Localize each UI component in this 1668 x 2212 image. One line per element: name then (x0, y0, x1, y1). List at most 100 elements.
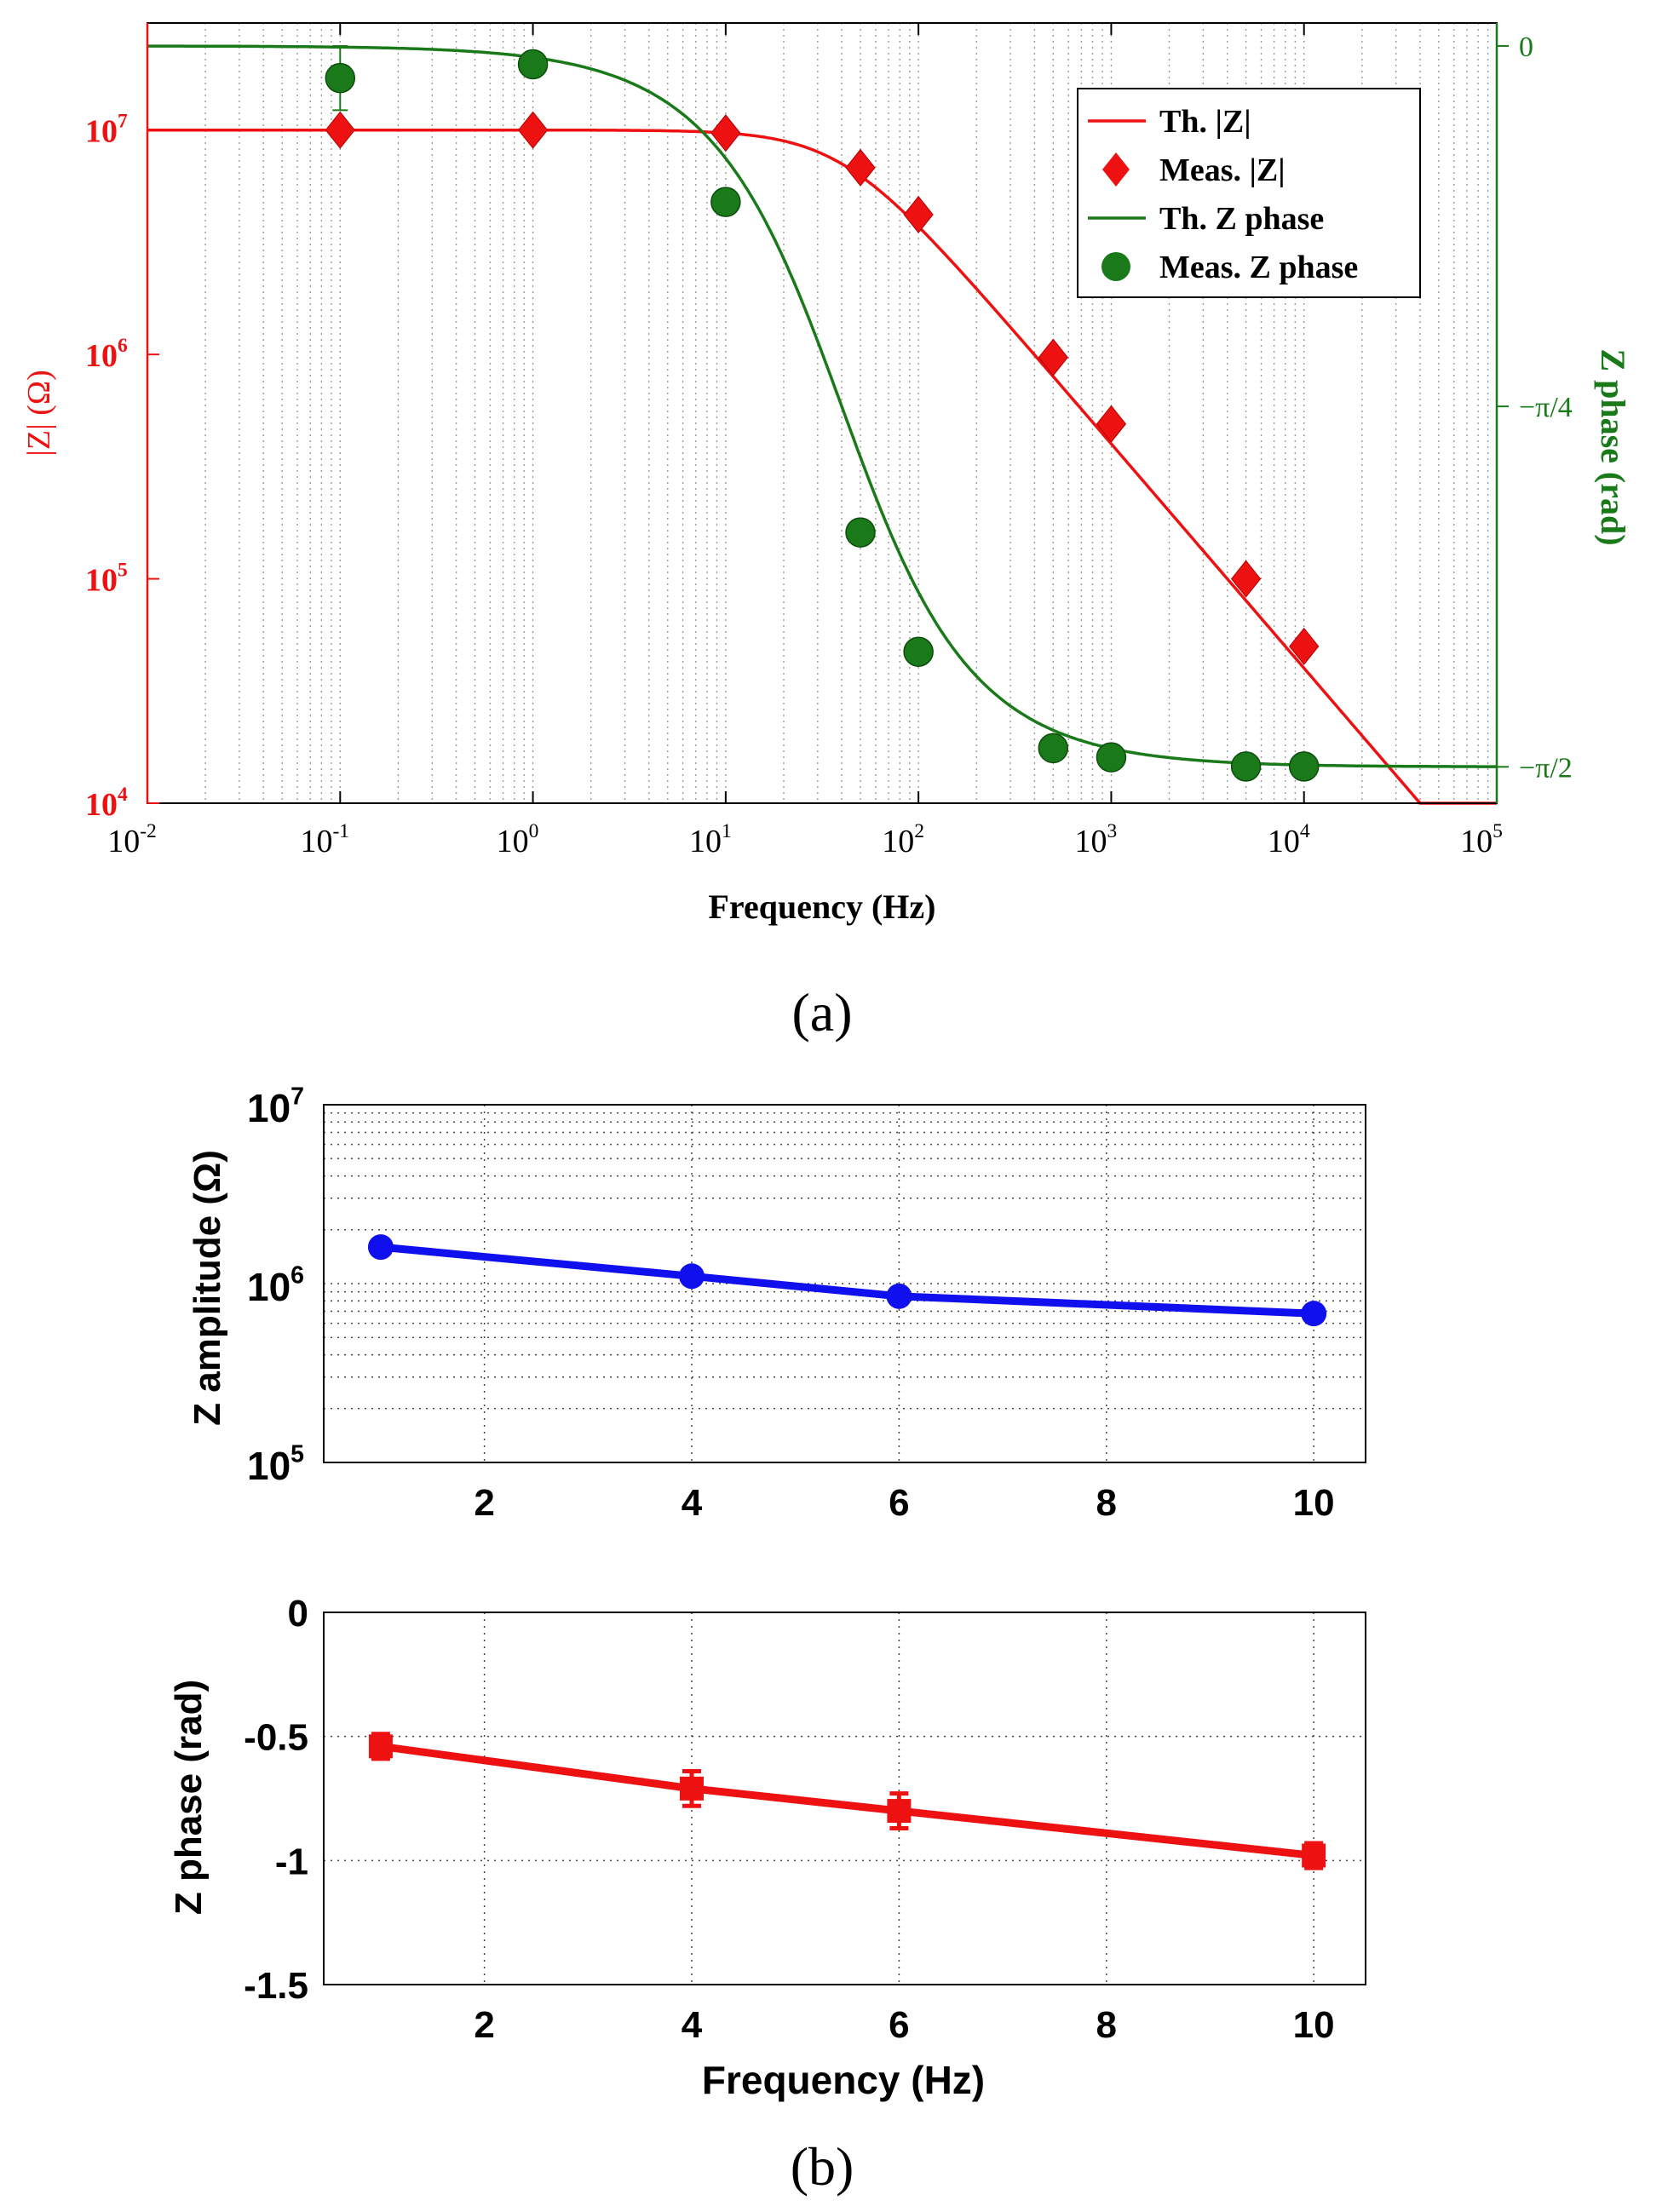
chart-a-xtick-label: 101 (689, 820, 732, 859)
chart-a-xtick-label: 102 (882, 820, 924, 859)
chart-a-meas-z-point (1289, 627, 1320, 665)
chart-a-legend-box (1077, 88, 1421, 298)
chart-a-xtick-label-base: 10 (882, 824, 914, 859)
chart-b-phase: 2 4 6 8 10 0 -0.5 -1 -1.5 Z phase (rad) Frequenc… (168, 1593, 1366, 2102)
chart-a-xtick-label: 100 (497, 820, 539, 859)
chart-a-ytick-left-label-exp: 7 (118, 111, 128, 133)
chart-a-meas-phase-point (903, 636, 934, 667)
chart-a-xtick-label-exp: 2 (914, 820, 924, 842)
chart-b2-xtick-label: 6 (889, 2004, 909, 2046)
chart-a-tick-labels: 10-2 10-1 100 101 102 103 104 1051041051061070−… (85, 32, 1573, 859)
chart-b2-point (680, 1776, 705, 1801)
chart-a-xtick-label: 104 (1268, 820, 1310, 859)
chart-b2-xtick-label: 8 (1096, 2004, 1117, 2046)
chart-b1-ytick-label: 105 (247, 1440, 304, 1488)
chart-a-ytick-right-label: −π/4 (1519, 392, 1573, 423)
chart-b2-xtick-label: 2 (474, 2004, 494, 2046)
caption-a: (a) (791, 982, 852, 1043)
chart-b2-point (887, 1799, 912, 1824)
chart-b1-ytick-label-exp: 6 (290, 1261, 304, 1289)
chart-a-meas-phase-point (1096, 742, 1127, 773)
chart-a-ytick-left-label-base: 10 (85, 338, 118, 374)
chart-b1-ytick-label-exp: 5 (290, 1440, 304, 1468)
chart-a-legend-diamond (1102, 152, 1130, 187)
chart-a-ytick-left-label-exp: 5 (118, 559, 128, 581)
chart-a-meas-z-point (845, 148, 876, 187)
chart-a-legend-label: Th. Z phase (1159, 201, 1324, 237)
chart-a-legend-label: Meas. |Z| (1159, 152, 1286, 188)
chart-b2-tick-labels: 2 4 6 8 10 0 -0.5 -1 -1.5 (244, 1593, 1334, 2046)
chart-b1-point (367, 1234, 394, 1261)
chart-a-xtick-label-exp: 0 (529, 820, 539, 842)
chart-a-ytick-right-label: −π/2 (1519, 752, 1573, 784)
chart-b2-xtick-label: 4 (682, 2004, 703, 2046)
chart-a-ytick-left-label-exp: 4 (118, 784, 128, 806)
caption-b: (b) (791, 2136, 854, 2197)
chart-b1-xtick-label: 2 (474, 1482, 494, 1524)
chart-a-ytick-left-label-base: 10 (85, 563, 118, 599)
chart-b1-xtick-label: 8 (1096, 1482, 1117, 1524)
chart-a-meas-z-point (1038, 338, 1068, 376)
chart-a-legend-label: Th. |Z| (1159, 104, 1251, 140)
chart-a-meas-phase-point (1230, 751, 1262, 782)
chart-a-grid (204, 23, 1489, 803)
chart-b1-plot-frame (323, 1104, 1366, 1463)
chart-b1-ylabel: Z amplitude (Ω) (187, 1150, 228, 1426)
chart-b2-xlabel: Frequency (Hz) (702, 2058, 985, 2102)
chart-a-ytick-left-label-base: 10 (85, 114, 118, 150)
chart-a-xtick-label-base: 10 (107, 824, 140, 859)
chart-b1-ytick-label: 106 (247, 1261, 304, 1309)
chart-a-meas-phase-point (1288, 751, 1320, 782)
chart-a-meas-phase-point (710, 187, 741, 217)
chart-a-legend: Th. |Z| Meas. |Z| Th. Z phase Meas. Z phase (1077, 88, 1421, 298)
chart-a-legend-circle (1101, 252, 1130, 281)
chart-a-xtick-label-exp: 1 (722, 820, 732, 842)
chart-a-ytick-left-label: 106 (85, 335, 128, 374)
chart-a-ytick-left-label: 104 (85, 784, 128, 823)
chart-a-xlabel: Frequency (Hz) (709, 888, 936, 926)
chart-a-meas-phase-point (325, 62, 356, 94)
chart-a-xtick-label: 105 (1460, 820, 1503, 859)
chart-a-curves (147, 44, 1497, 805)
chart-a-ylabel-left: |Z| (Ω) (21, 370, 57, 456)
chart-a-xtick-label: 10-1 (300, 820, 349, 859)
chart-a-ytick-left-label-exp: 6 (118, 335, 128, 357)
chart-b1-ytick-label-exp: 7 (290, 1083, 304, 1110)
chart-a-xtick-label-base: 10 (1268, 824, 1300, 859)
chart-a-legend-label: Meas. Z phase (1159, 250, 1358, 285)
chart-b1-point (1301, 1301, 1327, 1327)
chart-b1-ytick-label: 107 (247, 1083, 304, 1130)
chart-a-meas-z-point (517, 111, 549, 149)
chart-b2-series-line (380, 1742, 1314, 1859)
chart-a-meas-z-point (1096, 405, 1127, 443)
chart-a-series-th-z (147, 128, 1497, 805)
chart-b2-plot-frame (323, 1612, 1366, 1985)
chart-b1-ytick-label-base: 10 (247, 1444, 290, 1488)
chart-b1-marks (367, 1234, 1327, 1327)
chart-a: 10-2 10-1 100 101 102 103 104 1051041051061070−… (21, 22, 1632, 926)
chart-a-xtick-label-base: 10 (1460, 824, 1493, 859)
chart-b2-ylabel: Z phase (rad) (168, 1680, 210, 1915)
chart-a-xtick-label-exp: 5 (1493, 820, 1503, 842)
chart-a-xtick-label-base: 10 (497, 824, 529, 859)
chart-a-meas-z-point (903, 195, 934, 233)
chart-b2-ytick-label: 0 (288, 1593, 308, 1635)
chart-a-xtick-label-base: 10 (300, 824, 332, 859)
chart-a-xtick-label-exp: 4 (1300, 820, 1310, 842)
chart-b1-ytick-label-base: 10 (247, 1265, 290, 1309)
chart-b1-series-line (380, 1243, 1314, 1318)
chart-a-meas-phase-point (845, 517, 876, 548)
chart-a-meas-z-point (710, 114, 741, 152)
chart-a-meas-phase-point (1038, 733, 1069, 764)
chart-a-xtick-label: 10-2 (107, 820, 157, 859)
chart-a-meas-z-point (325, 111, 355, 149)
chart-a-ytick-left-label: 107 (85, 111, 128, 150)
chart-a-xtick-label-exp: -2 (140, 820, 157, 842)
chart-a-xtick-label-base: 10 (689, 824, 722, 859)
chart-b2-ytick-label: -1.5 (244, 1965, 308, 2007)
chart-b1-ytick-label-base: 10 (247, 1086, 290, 1130)
chart-a-ticks (146, 23, 1509, 804)
chart-b2-ytick-label: -0.5 (244, 1717, 308, 1759)
